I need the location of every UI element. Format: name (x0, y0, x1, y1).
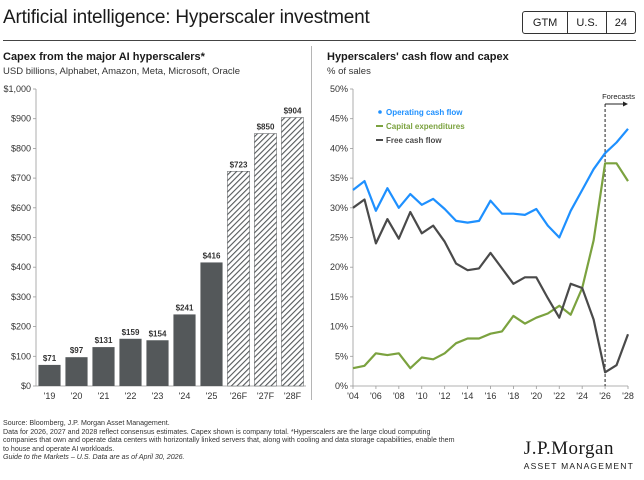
y-tick-label: $900 (11, 114, 31, 124)
y-tick-label: 30% (330, 203, 348, 213)
x-tick-label: '26F (230, 391, 248, 401)
footnote-line: Source: Bloomberg, J.P. Morgan Asset Man… (3, 419, 170, 427)
series-line (352, 128, 629, 239)
bar-value-label: $723 (230, 160, 248, 169)
bar-value-label: $154 (149, 329, 167, 338)
x-tick-label: '06 (370, 391, 382, 401)
badge-gtm: GTM (532, 16, 558, 29)
logo-tagline: ASSET MANAGEMENT (523, 461, 634, 471)
y-tick-label: 35% (330, 173, 348, 183)
guide-note: Guide to the Markets – U.S. Data are as … (3, 453, 185, 462)
bar (38, 364, 61, 386)
x-tick-label: '04 (347, 391, 359, 401)
x-tick-label: '22 (125, 391, 137, 401)
series-line (352, 198, 630, 374)
y-tick-label: $100 (11, 351, 31, 361)
x-tick-label: '25 (206, 391, 218, 401)
badge-region: U.S. (567, 12, 605, 33)
footnote-line: Data for 2026, 2027 and 2028 reflect con… (3, 427, 431, 436)
x-tick-label: '08 (393, 391, 405, 401)
y-tick-label: $200 (11, 322, 31, 332)
badge-page-number: 24 (605, 12, 635, 33)
panel-divider (311, 46, 312, 400)
y-tick-label: 40% (330, 143, 348, 153)
bar (92, 347, 115, 386)
forecast-bar (281, 117, 304, 387)
x-tick-label: '19 (44, 391, 56, 401)
legend-marker (378, 110, 382, 114)
x-tick-label: '12 (439, 391, 451, 401)
x-tick-label: '23 (152, 391, 164, 401)
x-tick-label: '28F (284, 391, 302, 401)
right-panel-title: Hyperscalers' cash flow and capex (327, 51, 509, 63)
x-tick-label: '16 (485, 391, 497, 401)
x-tick-label: '14 (462, 391, 474, 401)
y-tick-label: $300 (11, 292, 31, 302)
x-tick-label: '21 (98, 391, 110, 401)
y-tick-label: 15% (330, 292, 348, 302)
y-tick-label: 0% (335, 381, 348, 391)
right-panel-subtitle: % of sales (327, 66, 371, 77)
bar-value-label: $416 (203, 251, 221, 260)
bar-value-label: $97 (70, 346, 84, 355)
x-tick-label: '26 (599, 391, 611, 401)
y-tick-label: 10% (330, 322, 348, 332)
page-title: Artificial intelligence: Hyperscaler inv… (3, 7, 370, 28)
x-tick-label: '24 (576, 391, 588, 401)
x-tick-label: '18 (508, 391, 520, 401)
forecast-arrow-head (623, 101, 628, 107)
y-tick-label: $600 (11, 203, 31, 213)
x-tick-label: '27F (257, 391, 275, 401)
y-tick-label: 45% (330, 114, 348, 124)
y-tick-label: 5% (335, 351, 348, 361)
bar (173, 314, 196, 386)
y-tick-label: $400 (11, 262, 31, 272)
forecast-bar (254, 133, 277, 387)
forecast-bar (227, 171, 250, 387)
footnote-line: companies that own and operate data cent… (3, 436, 455, 445)
x-tick-label: '24 (179, 391, 191, 401)
bar (146, 340, 169, 386)
forecast-annotation: Forecasts (602, 92, 635, 101)
header-rule (3, 40, 636, 41)
bar-value-label: $904 (284, 107, 302, 116)
bar (65, 357, 88, 386)
bar-value-label: $159 (122, 328, 140, 337)
bar-value-label: $241 (176, 303, 194, 312)
y-tick-label: 20% (330, 262, 348, 272)
bar (200, 262, 223, 386)
logo-wordmark: J.P.Morgan (523, 438, 614, 459)
y-tick-label: $800 (11, 143, 31, 153)
footnote: Source: Bloomberg, J.P. Morgan Asset Man… (3, 419, 523, 462)
x-tick-label: '28 (622, 391, 634, 401)
bar (119, 338, 142, 386)
legend-label: Capital expenditures (386, 122, 465, 131)
x-tick-label: '22 (553, 391, 565, 401)
series-line (352, 162, 629, 370)
bar-value-label: $850 (257, 123, 275, 132)
y-tick-label: 50% (330, 84, 348, 94)
footnote-line: to house and operate AI workloads. (3, 444, 115, 453)
y-tick-label: $1,000 (3, 84, 31, 94)
page-badges: GTM U.S. 24 (521, 11, 636, 34)
jpmorgan-logo: J.P.Morgan ASSET MANAGEMENT (524, 438, 634, 471)
x-tick-label: '20 (71, 391, 83, 401)
left-panel-title: Capex from the major AI hyperscalers* (3, 51, 205, 63)
y-tick-label: $0 (21, 381, 31, 391)
legend-label: Free cash flow (386, 136, 442, 145)
x-tick-label: '20 (530, 391, 542, 401)
bar-value-label: $131 (95, 336, 113, 345)
y-tick-label: 25% (330, 233, 348, 243)
bar-value-label: $71 (43, 354, 57, 363)
y-tick-label: $500 (11, 233, 31, 243)
left-panel-subtitle: USD billions, Alphabet, Amazon, Meta, Mi… (3, 66, 241, 77)
legend-label: Operating cash flow (386, 108, 463, 117)
x-tick-label: '10 (416, 391, 428, 401)
y-tick-label: $700 (11, 173, 31, 183)
